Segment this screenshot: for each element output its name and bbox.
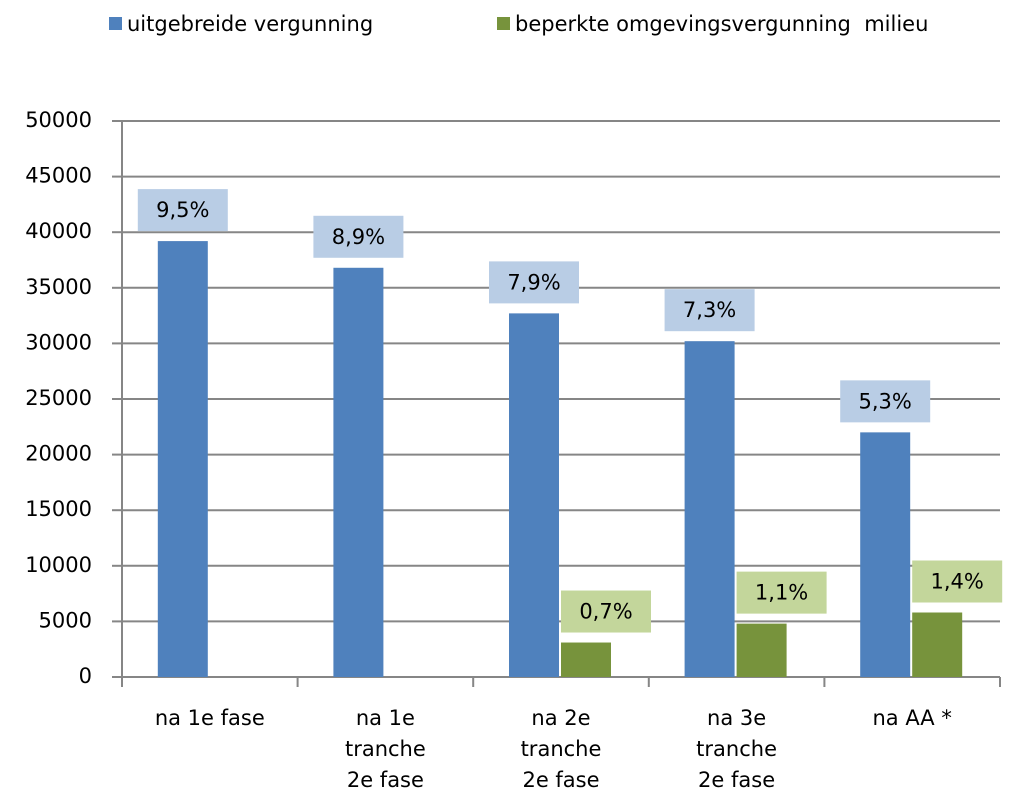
y-tick-label: 5000	[39, 608, 92, 632]
data-label-box	[137, 189, 228, 232]
bar	[333, 267, 384, 677]
data-label: 1,4%	[931, 570, 984, 594]
y-tick-label: 10000	[25, 553, 92, 577]
bar	[860, 432, 911, 677]
bar	[684, 341, 735, 677]
y-tick-label: 40000	[25, 219, 92, 243]
bar	[912, 612, 963, 677]
bar	[509, 313, 559, 677]
y-tick-label: 15000	[25, 497, 92, 521]
bar	[157, 241, 208, 677]
y-tick-label: 20000	[25, 442, 92, 466]
data-label-box	[664, 289, 755, 332]
data-label-box	[313, 215, 404, 258]
bar	[736, 623, 787, 677]
x-tick-label: na 1e fase	[154, 706, 265, 730]
legend-label: beperkte omgevingsvergunning milieu	[515, 12, 928, 36]
x-tick-label: na 2e tranche 2e fase	[520, 706, 602, 792]
y-tick-label: 35000	[25, 275, 92, 299]
data-label: 8,9%	[332, 225, 385, 249]
bar	[561, 642, 611, 677]
legend-label: uitgebreide vergunning	[127, 12, 373, 36]
y-tick-label: 0	[79, 664, 92, 688]
y-tick-label: 50000	[25, 108, 92, 132]
data-label: 5,3%	[859, 389, 912, 413]
x-tick-label: na 3e tranche 2e fase	[696, 706, 777, 792]
y-tick-label: 30000	[25, 330, 92, 354]
y-tick-label: 25000	[25, 386, 92, 410]
x-tick-label: na AA *	[872, 706, 952, 730]
legend-swatch	[497, 17, 510, 30]
data-label: 7,3%	[683, 298, 736, 322]
data-label-box	[561, 590, 651, 633]
x-tick-label: na 1e tranche 2e fase	[344, 706, 426, 792]
data-label-box	[912, 560, 1003, 603]
data-label-box	[489, 261, 579, 304]
legend-swatch	[109, 17, 122, 30]
data-label: 9,5%	[156, 198, 209, 222]
data-label: 7,9%	[507, 270, 560, 294]
data-label-box	[736, 571, 827, 614]
data-label-box	[840, 380, 931, 423]
data-label: 0,7%	[579, 600, 632, 624]
y-tick-label: 45000	[25, 164, 92, 188]
data-label: 1,1%	[755, 581, 808, 605]
